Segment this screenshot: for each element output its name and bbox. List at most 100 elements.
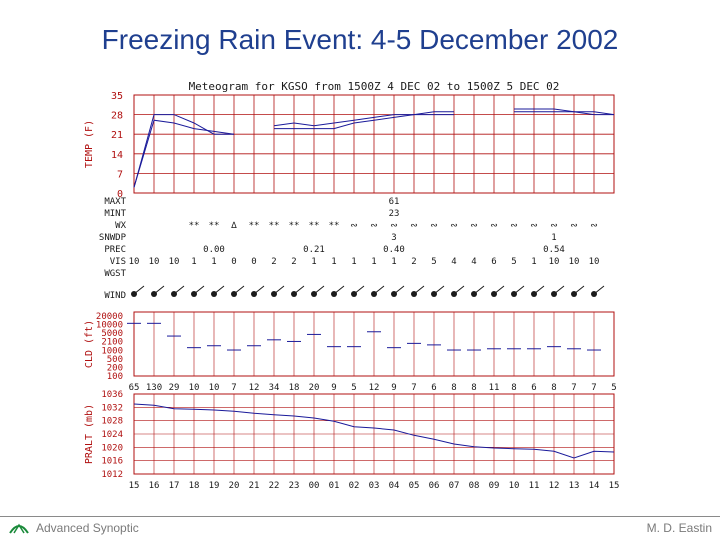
wind-barb: [233, 285, 245, 295]
hour-tick-label: 01: [329, 481, 340, 491]
table-cell: ∾: [470, 221, 478, 231]
hour-tick-label: 23: [289, 481, 300, 491]
table-row-label: VIS: [110, 257, 126, 267]
table-row-label: PREC: [104, 245, 126, 255]
hour-tick-label: 09: [489, 481, 500, 491]
hour-tick-label: 16: [149, 481, 160, 491]
table-cell: 5: [431, 257, 436, 267]
pressure-top-label: 130: [146, 383, 162, 393]
table-cell: 1: [371, 257, 376, 267]
wind-barb: [533, 285, 545, 295]
table-cell: 6: [491, 257, 496, 267]
table-cell: **: [189, 221, 200, 231]
hour-tick-label: 02: [349, 481, 360, 491]
hour-tick-label: 08: [469, 481, 480, 491]
temp-series-line-2: [133, 111, 614, 188]
cloud-tick-label: 5000: [101, 329, 123, 339]
wind-barb: [393, 285, 405, 295]
table-cell: 10: [549, 257, 560, 267]
wind-barb: [513, 285, 525, 295]
table-cell: ∾: [450, 221, 458, 231]
hour-tick-label: 15: [129, 481, 140, 491]
pressure-top-label: 7: [591, 383, 596, 393]
hour-tick-label: 22: [269, 481, 280, 491]
wind-barb: [193, 285, 205, 295]
table-cell: 1: [351, 257, 356, 267]
cloud-tick-label: 1000: [101, 346, 123, 356]
temp-series-line-1: [133, 108, 615, 188]
slide-footer: Advanced Synoptic M. D. Eastin: [0, 516, 720, 541]
pressure-tick-label: 1032: [101, 403, 123, 413]
temp-panel-title: Meteogram for KGSO from 1500Z 4 DEC 02 t…: [189, 80, 560, 93]
temp-tick-label: 21: [111, 130, 123, 141]
pressure-tick-label: 1012: [101, 470, 123, 480]
wind-barb: [473, 285, 485, 295]
wind-barb: [273, 285, 285, 295]
table-cell: 2: [411, 257, 416, 267]
pressure-top-label: 65: [129, 383, 140, 393]
hour-tick-label: 11: [529, 481, 540, 491]
hour-tick-label: 03: [369, 481, 380, 491]
table-cell: ∾: [350, 221, 358, 231]
table-cell: ∾: [590, 221, 598, 231]
temp-tick-label: 35: [111, 91, 123, 102]
meteogram-chart: Meteogram for KGSO from 1500Z 4 DEC 02 t…: [84, 80, 620, 491]
wind-barb: [413, 285, 425, 295]
hour-tick-label: 21: [249, 481, 260, 491]
pressure-top-label: 6: [431, 383, 436, 393]
table-cell: 0.00: [203, 245, 225, 255]
table-cell: 1: [331, 257, 336, 267]
table-cell: 10: [569, 257, 580, 267]
table-cell: ∾: [370, 221, 378, 231]
wind-barb: [493, 285, 505, 295]
table-row-label: WGST: [104, 269, 126, 279]
table-cell: 0.54: [543, 245, 565, 255]
pressure-top-label: 12: [369, 383, 380, 393]
wind-barb: [333, 285, 345, 295]
hour-tick-label: 18: [189, 481, 200, 491]
pressure-top-label: 9: [331, 383, 336, 393]
table-cell: 0: [251, 257, 256, 267]
pressure-tick-label: 1028: [101, 417, 123, 427]
wind-barb: [593, 285, 605, 295]
cloud-axis-label: CLD (ft): [84, 320, 95, 368]
wind-barb: [353, 285, 365, 295]
table-cell: ∾: [530, 221, 538, 231]
table-cell: ∾: [510, 221, 518, 231]
temp-tick-label: 14: [111, 150, 123, 161]
cloud-tick-label: 500: [107, 355, 123, 365]
wind-barb: [153, 285, 165, 295]
table-cell: ∾: [390, 221, 398, 231]
pressure-top-label: 7: [231, 383, 236, 393]
table-cell: 1: [531, 257, 536, 267]
pressure-series-line: [133, 403, 615, 459]
hour-tick-label: 05: [409, 481, 420, 491]
table-row-label: MAXT: [104, 197, 126, 207]
pressure-top-label: 8: [471, 383, 476, 393]
table-cell: 1: [191, 257, 196, 267]
table-cell: **: [249, 221, 260, 231]
hour-tick-label: 15: [609, 481, 620, 491]
hour-tick-label: 13: [569, 481, 580, 491]
pressure-top-label: 5: [611, 383, 616, 393]
wind-barb: [173, 285, 185, 295]
table-cell: **: [329, 221, 340, 231]
temp-axis-label: TEMP (F): [84, 120, 95, 168]
table-cell: 5: [511, 257, 516, 267]
footer-course: Advanced Synoptic: [36, 521, 139, 535]
cloud-tick-label: 100: [107, 372, 123, 382]
pressure-top-label: 18: [289, 383, 300, 393]
pressure-top-label: 10: [209, 383, 220, 393]
pressure-top-label: 12: [249, 383, 260, 393]
pressure-top-label: 20: [309, 383, 320, 393]
cloud-tick-label: 200: [107, 363, 123, 373]
cloud-tick-label: 2100: [101, 338, 123, 348]
table-cell: 23: [389, 209, 400, 219]
table-cell: 4: [471, 257, 476, 267]
footer-author: M. D. Eastin: [646, 521, 712, 535]
pressure-top-label: 8: [451, 383, 456, 393]
table-cell: **: [209, 221, 220, 231]
table-cell: ∾: [490, 221, 498, 231]
pressure-top-label: 8: [511, 383, 516, 393]
table-row-label: MINT: [104, 209, 126, 219]
